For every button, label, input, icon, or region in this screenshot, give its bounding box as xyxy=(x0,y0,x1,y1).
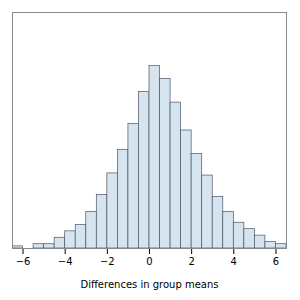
svg-text:−4: −4 xyxy=(58,256,73,267)
svg-text:6: 6 xyxy=(273,256,279,267)
svg-text:0: 0 xyxy=(146,256,152,267)
svg-text:4: 4 xyxy=(231,256,237,267)
svg-text:Differences in group means: Differences in group means xyxy=(80,279,218,290)
svg-text:−6: −6 xyxy=(16,256,31,267)
svg-text:2: 2 xyxy=(188,256,194,267)
svg-text:−2: −2 xyxy=(100,256,115,267)
